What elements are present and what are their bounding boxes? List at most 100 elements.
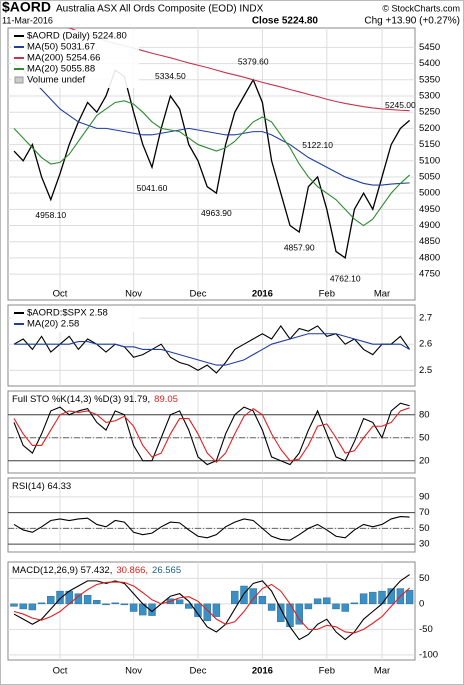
y-tick-label: 0 <box>419 598 424 609</box>
y-tick-label: 50 <box>419 523 430 534</box>
series-line <box>13 63 410 186</box>
y-tick-label: 4800 <box>419 252 440 263</box>
price-annotation: 4762.10 <box>330 273 361 283</box>
legend-label: MA(50) 5031.67 <box>27 42 95 53</box>
x-tick-label: Nov <box>125 666 142 677</box>
x-tick-label: Oct <box>53 666 68 677</box>
price-annotation: 4963.90 <box>201 208 232 218</box>
series-line <box>13 581 410 634</box>
legend: MACD(12,26,9) 57.432, 30.866, 26.565 <box>12 565 181 576</box>
y-tick-label: 5450 <box>419 42 440 53</box>
x-tick-label: Oct <box>53 289 68 300</box>
panel-frame <box>7 561 416 661</box>
histogram-bar <box>203 603 211 621</box>
legend-label: RSI(14) 64.33 <box>12 481 71 492</box>
histogram-bar <box>341 603 349 612</box>
legend-label: MA(20) 2.58 <box>27 319 79 330</box>
histogram-bar <box>304 603 313 610</box>
credit: © StockCharts.com <box>382 3 460 13</box>
series-line <box>13 324 411 374</box>
histogram-bar <box>369 591 377 605</box>
y-tick-label: 70 <box>419 507 430 518</box>
close: Close 5224.80 <box>252 16 319 27</box>
legend-label: 30.866, <box>116 565 148 576</box>
histogram-bar <box>175 599 184 605</box>
legend: RSI(14) 64.33 <box>12 481 71 492</box>
y-tick-label: 80 <box>419 409 430 420</box>
y-tick-label: 5250 <box>419 107 440 118</box>
y-tick-label: 20 <box>419 455 430 466</box>
histogram-bar <box>240 585 248 605</box>
change: Chg +13.90 (+0.27%) <box>364 16 460 27</box>
histogram-bar <box>102 603 110 606</box>
y-tick-label: 30 <box>419 539 430 550</box>
plot-area <box>8 478 415 552</box>
y-tick-label: 4950 <box>419 204 440 215</box>
histogram-bar <box>332 603 340 610</box>
price-annotation: 5334.50 <box>155 71 186 81</box>
histogram-bar <box>47 595 55 605</box>
histogram-bar <box>19 603 27 610</box>
legend-label: Full STO %K(14,3) %D(3) 91.79, <box>12 394 150 405</box>
y-tick-label: 5200 <box>419 123 440 134</box>
legend-label: MA(200) 5254.66 <box>27 53 100 64</box>
legend-box <box>11 30 139 88</box>
y-tick-label: 5100 <box>419 155 440 166</box>
y-tick-label: 5000 <box>419 188 440 199</box>
legend-swatch <box>14 76 24 84</box>
x-tick-label: Dec <box>190 666 207 677</box>
price-annotation: 4958.10 <box>35 210 66 220</box>
series-line <box>13 69 411 260</box>
histogram-bar <box>56 590 64 605</box>
y-tick-label: 2.7 <box>419 313 432 324</box>
legend-label: 26.565 <box>152 565 181 576</box>
legend-label: Volume undef <box>27 75 85 86</box>
y-tick-label: -100 <box>419 649 438 660</box>
histogram-bar <box>258 595 267 605</box>
histogram-bar <box>28 603 37 611</box>
legend-label: $AORD:$SPX 2.58 <box>27 308 108 319</box>
histogram-bar <box>148 603 156 616</box>
histogram-bar <box>405 590 414 605</box>
y-tick-label: 50 <box>419 573 430 584</box>
series-line <box>13 100 410 227</box>
histogram-bar <box>212 603 221 617</box>
price-annotation: 5379.60 <box>238 56 269 66</box>
histogram-bar <box>93 600 101 605</box>
series-line <box>13 574 410 641</box>
legend-label: MA(20) 5055.88 <box>27 64 95 75</box>
y-tick-label: 5300 <box>419 91 440 102</box>
histogram-bar <box>120 603 129 606</box>
date: 11-Mar-2016 <box>2 15 53 25</box>
legend-label: $AORD (Daily) 5224.80 <box>27 31 127 42</box>
histogram-bar <box>378 590 386 605</box>
x-tick-label: 2016 <box>252 666 273 677</box>
legend-label: 89.05 <box>154 394 178 405</box>
series-line <box>13 407 410 464</box>
histogram-bar <box>277 603 285 622</box>
series-line <box>13 516 410 541</box>
panel-frame <box>7 477 416 553</box>
x-tick-label: Feb <box>319 666 335 677</box>
x-tick-label: Dec <box>190 289 207 300</box>
legend-box <box>11 307 139 332</box>
security-name: Australia ASX All Ords Composite (EOD) I… <box>56 4 264 15</box>
histogram-bar <box>129 603 138 612</box>
y-tick-label: -50 <box>419 624 433 635</box>
price-annotation: 5122.10 <box>302 140 333 150</box>
y-tick-label: 5350 <box>419 74 440 85</box>
y-tick-label: 4750 <box>419 269 440 280</box>
histogram-bar <box>111 602 119 605</box>
y-tick-label: 5050 <box>419 171 440 182</box>
plot-area <box>8 562 415 660</box>
histogram-bar <box>37 602 46 605</box>
histogram-bar <box>83 594 92 605</box>
y-tick-label: 5400 <box>419 58 440 69</box>
histogram-bar <box>10 603 18 607</box>
symbol: $AORD <box>2 0 51 15</box>
panel-frame <box>7 390 416 474</box>
price-annotation: 5041.60 <box>137 183 168 193</box>
plot-area <box>8 391 415 473</box>
x-tick-label: Feb <box>319 289 335 300</box>
